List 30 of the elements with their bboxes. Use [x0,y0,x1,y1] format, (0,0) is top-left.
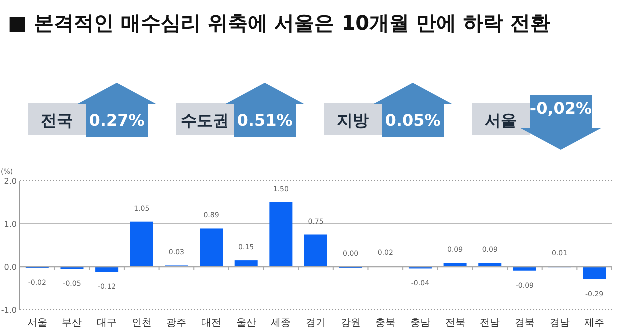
category-label: 수도권 [181,111,229,130]
data-label: 0.27% [89,111,145,130]
category-label: 서울 [485,111,517,130]
x-tick-label: 울산 [236,318,256,329]
x-tick-label: 부산 [62,318,82,329]
category-label: 전국 [41,111,73,130]
x-tick-label: 경남 [550,318,570,329]
category-label: 지방 [337,111,369,130]
x-tick-label: 제주 [584,318,605,329]
x-tick-label: 서울 [27,318,48,329]
data-label: -0,02% [530,99,592,118]
x-tick-label: 세종 [271,318,292,329]
x-tick-label: 경북 [514,318,535,329]
text: ■ 본격적인 매수심리 위축에 서울은 10개월 만에 하락 전환 [8,11,550,35]
x-tick-label: 광주 [166,318,187,329]
y-tick-label: 0.0 [4,263,17,272]
y-tick-label: 1.0 [4,220,17,229]
x-tick-label: 경기 [306,318,326,329]
data-label: 0.51% [237,111,293,130]
x-tick-label: 충북 [376,318,396,329]
x-tick-label: 대전 [202,318,222,329]
x-tick-label: 대구 [97,318,118,329]
y-tick-label: -1.0 [1,306,17,315]
x-tick-label: 강원 [340,318,361,329]
x-tick-label: 충남 [410,318,430,329]
data-label: 0.05% [385,111,441,130]
x-tick-label: 인천 [132,318,152,329]
y-tick-label: 2.0 [4,177,17,186]
x-tick-label: 전북 [445,318,466,329]
x-tick-label: 전남 [480,318,500,329]
